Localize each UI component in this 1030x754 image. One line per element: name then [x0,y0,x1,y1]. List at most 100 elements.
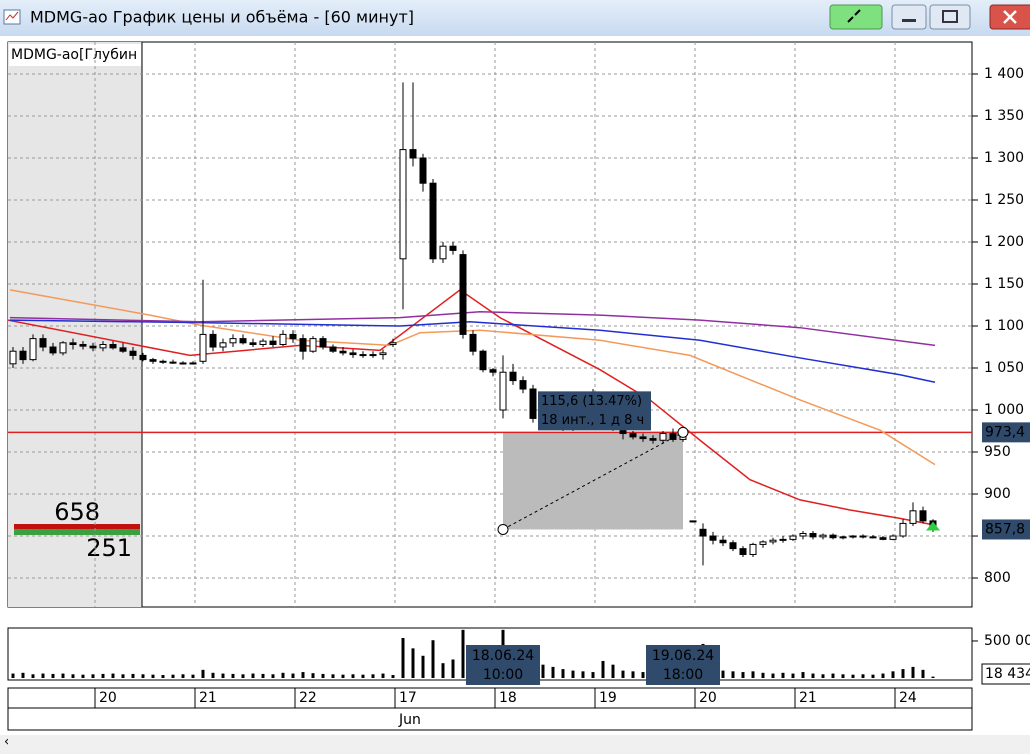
candle-body [469,333,477,352]
volume-bar [271,674,275,678]
candle-body [209,333,217,348]
volume-bar [351,674,355,678]
volume-bar [721,670,725,678]
volume-bar [71,674,75,678]
candle-body [699,528,707,537]
candle-body [509,371,517,382]
candle-body [329,346,337,352]
candle-body [139,354,147,361]
volume-bar [191,674,195,678]
volume-bar [571,670,575,678]
volume-bar [181,674,185,678]
volume-bar [911,666,915,678]
volume-bar [241,674,245,678]
x-tick-label: 24 [899,690,917,706]
volume-bar [51,673,55,678]
scroll-left[interactable]: ‹ [4,735,9,750]
candle-body [359,354,367,357]
measure-text: 18 инт., 1 д 8 ч [541,413,644,428]
volume-bar [221,673,225,678]
candle-body [369,354,377,357]
minimize-button[interactable] [891,4,927,30]
volume-bar [391,675,395,678]
maximize-button[interactable] [929,4,971,30]
time-label-box [466,645,540,685]
candle-body [339,350,347,354]
candle-body [689,520,697,523]
y-tick-label: 1 050 [984,360,1024,376]
app-icon [3,9,21,25]
volume-bar [411,648,415,678]
month-label: Jun [398,712,421,728]
link-button[interactable] [829,4,883,30]
candle-body [909,510,917,524]
candle-body [669,433,677,440]
candle-body [429,182,437,260]
volume-bar [731,671,735,678]
candle-body [389,342,397,345]
candle-body [629,433,637,438]
measure-end [677,426,689,438]
candle-body [159,360,167,363]
legend-label: MDMG-ao[Глубин [11,47,137,63]
volume-bar [131,673,135,678]
volume-bar [641,672,645,678]
legend-bg [9,44,141,66]
candle-body [799,532,807,537]
candle-body [889,535,897,540]
candle-body [739,548,747,555]
volume-bar [821,674,825,678]
volume-bar [591,672,595,678]
candle-body [779,538,787,541]
candle-body [709,535,717,541]
x-tick-label: 22 [299,690,317,706]
x-tick-label: 20 [699,690,717,706]
y-tick-label: 900 [984,486,1011,502]
volume-tick-label: 500 000 [984,633,1030,649]
candle-body [729,542,737,550]
volume-bar [381,673,385,678]
time-label-box [646,645,720,685]
volume-bar [541,664,545,678]
y-tick-label: 1 300 [984,150,1024,166]
volume-bar [901,669,905,678]
volume-bar [931,676,935,678]
volume-bar [791,673,795,678]
candle-body [439,245,447,260]
window-title: MDMG-ao График цены и объёма - [60 минут… [30,8,414,27]
volume-bar [61,673,65,678]
scrollbar[interactable] [0,735,1030,750]
candle-body [79,343,87,347]
minimize-icon [902,19,916,22]
close-icon [1003,10,1017,24]
x-tick-label: 20 [99,690,117,706]
candle-body [409,149,417,159]
candle-body [879,537,887,540]
depth-bid: 251 [86,534,132,562]
volume-bar [361,674,365,678]
time-label: 18:00 [663,667,703,683]
volume-bar [341,674,345,678]
candle-body [29,338,37,361]
candle-body [169,361,177,364]
candle-body [749,543,757,555]
volume-bar [161,675,165,678]
plot [8,42,972,607]
candle-body [219,342,227,348]
volume-bar [401,638,405,678]
candle-body [379,352,387,356]
volume-bar [281,672,285,678]
volume-bar [771,673,775,678]
time-label: 19.06.24 [652,648,714,664]
depth-ask: 658 [54,498,100,526]
measure-text: 115,6 (13.47%) [541,394,642,409]
volume-bar [611,664,615,678]
x-tick-label: 19 [599,690,617,706]
candle-body [829,534,837,539]
candle-body [719,539,727,544]
maximize-icon [942,10,958,23]
volume-bar [211,672,215,678]
y-tick-label: 1 400 [984,66,1024,82]
